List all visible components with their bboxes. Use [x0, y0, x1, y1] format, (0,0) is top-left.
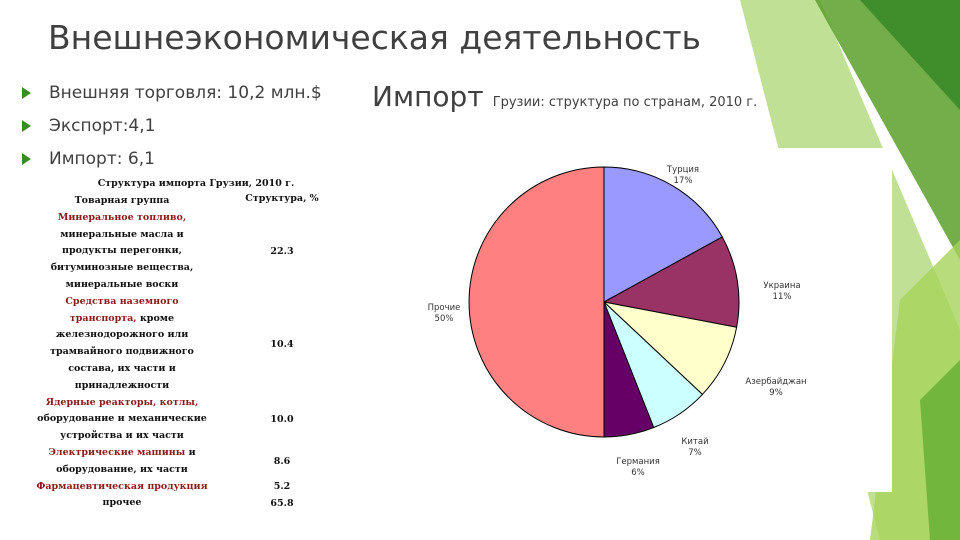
- pie-slice-0: [603, 166, 723, 303]
- table-row: Минеральное топливо, минеральные масла и …: [36, 210, 356, 294]
- header-group: Товарная группа: [74, 195, 170, 206]
- row-value: 8.6: [273, 456, 291, 468]
- bullet-text: Экспорт:4,1: [49, 115, 156, 136]
- row-label: Ядерные реакторы, котлы, оборудование и …: [36, 395, 208, 445]
- row-label: Средства наземного транспорта, кроме жел…: [36, 294, 208, 395]
- import-heading-small: Грузии: структура по странам, 2010 г.: [492, 95, 758, 110]
- slide-title: Внешнеэкономическая деятельность: [48, 18, 701, 57]
- bullet-arrow-icon: [22, 152, 31, 165]
- table-row: Фармацевтическая продукция 5.2: [36, 479, 356, 496]
- pie-chart-container: Турция 17% Украина 11% Азербайджан 9% Китай 7% Г…: [372, 148, 892, 492]
- bullet-arrow-icon: [22, 86, 31, 99]
- slice-name-label: Украина: [763, 281, 800, 291]
- row-value: 22.3: [270, 246, 294, 258]
- row-label-red: Средства наземного транспорта,: [65, 295, 179, 324]
- table-row: Электрические машины и оборудование, их …: [36, 445, 356, 479]
- bullet-trade: Внешняя торговля: 10,2 млн.$: [22, 76, 322, 109]
- row-label-red: Минеральное топливо,: [57, 211, 187, 223]
- row-label-text: оборудование и механические устройства и…: [37, 413, 207, 442]
- row-label: Минеральное топливо, минеральные масла и …: [36, 210, 208, 294]
- slice-value-label: 6%: [631, 468, 645, 478]
- row-label: Фармацевтическая продукция: [36, 479, 208, 496]
- slice-name-label: Прочие: [428, 303, 461, 313]
- row-label-text: кроме железнодорожного или трамвайного п…: [50, 312, 194, 391]
- row-label-text: и оборудование, их части: [56, 446, 196, 475]
- slice-value-label: 17%: [674, 176, 693, 186]
- table-caption: Структура импорта Грузии, 2010 г.: [97, 178, 295, 189]
- row-label-red: Фармацевтическая продукция: [36, 480, 208, 492]
- import-heading: Импорт Грузии: структура по странам, 201…: [372, 80, 757, 113]
- row-label-red: Ядерные реакторы, котлы,: [45, 396, 199, 408]
- row-label: Электрические машины и оборудование, их …: [36, 445, 208, 479]
- row-value: 5.2: [273, 481, 291, 493]
- bullet-export: Экспорт:4,1: [22, 109, 322, 142]
- table-row: прочее 65.8: [36, 495, 356, 512]
- row-value: 10.0: [270, 414, 294, 426]
- bullet-import: Импорт: 6,1: [22, 142, 322, 175]
- row-label-red: Электрические машины: [48, 446, 186, 458]
- table-row: Средства наземного транспорта, кроме жел…: [36, 294, 356, 395]
- table-row: Ядерные реакторы, котлы, оборудование и …: [36, 395, 356, 445]
- slice-name-label: Турция: [666, 165, 699, 175]
- bullet-text: Внешняя торговля: 10,2 млн.$: [49, 82, 322, 103]
- import-structure-table: Структура импорта Грузии, 2010 г. Товарн…: [36, 178, 356, 512]
- pie-slice-5: [468, 166, 605, 438]
- slice-value-label: 11%: [773, 292, 792, 302]
- row-value: 65.8: [270, 498, 294, 510]
- row-label-text: минеральные масла и продукты перегонки, …: [50, 228, 194, 290]
- slice-name-label: Германия: [616, 457, 660, 467]
- pie-slice-1: [602, 236, 740, 328]
- row-value: 10.4: [270, 338, 294, 350]
- bullet-text: Импорт: 6,1: [49, 148, 155, 169]
- slice-name-label: Азербайджан: [745, 377, 806, 387]
- row-label: прочее: [102, 497, 142, 509]
- import-heading-big: Импорт: [372, 80, 484, 113]
- slice-value-label: 50%: [435, 314, 454, 324]
- header-structure: Структура, %: [245, 193, 319, 204]
- slice-value-label: 9%: [769, 388, 783, 398]
- bullet-arrow-icon: [22, 119, 31, 132]
- slice-name-label: Китай: [681, 437, 708, 447]
- bullet-list: Внешняя торговля: 10,2 млн.$ Экспорт:4,1…: [22, 76, 322, 175]
- slice-value-label: 7%: [688, 448, 702, 458]
- table-header: Товарная группа Структура, %: [36, 193, 356, 210]
